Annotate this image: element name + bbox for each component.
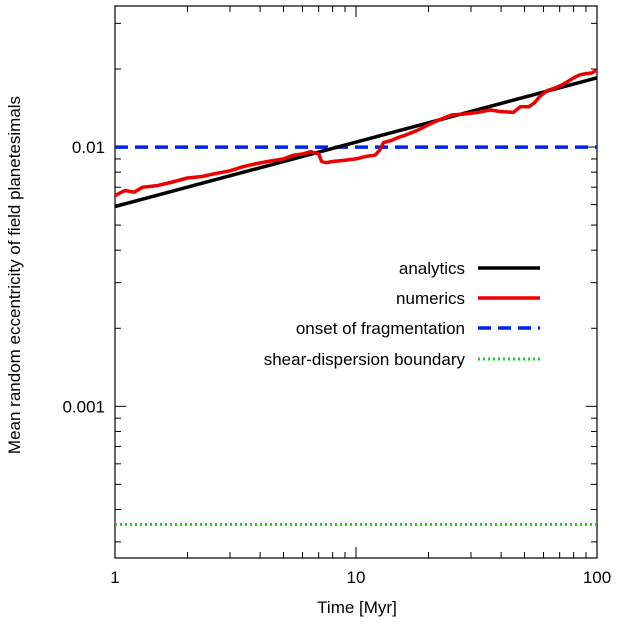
legend: analytics numerics onset of fragmentation s… <box>264 259 540 369</box>
x-tick-label: 100 <box>583 568 611 587</box>
series-line-1 <box>114 68 598 198</box>
y-axis-label: Mean random eccentricity of field planet… <box>5 96 24 454</box>
x-tick-label: 1 <box>110 568 119 587</box>
legend-label: numerics <box>396 289 465 308</box>
legend-label: analytics <box>399 259 465 278</box>
x-axis-label: Time [Myr] <box>317 598 397 617</box>
y-tick-label: 0.01 <box>72 138 105 157</box>
plot-area: 1 10 100 0.001 0.01 <box>62 5 611 587</box>
x-tick-label: 10 <box>347 568 366 587</box>
legend-label: onset of fragmentation <box>296 319 465 338</box>
plot-frame <box>114 5 598 559</box>
legend-label: shear-dispersion boundary <box>264 350 466 369</box>
y-tick-label: 0.001 <box>62 397 105 416</box>
series-line-0 <box>114 76 598 209</box>
